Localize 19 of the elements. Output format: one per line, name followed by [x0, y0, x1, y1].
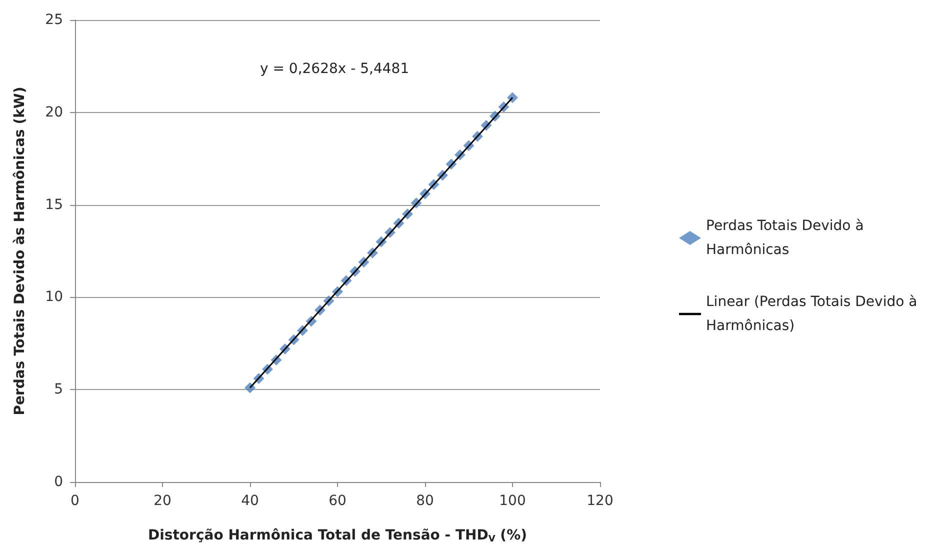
- y-tick-label: 15: [45, 196, 63, 213]
- x-tick-label: 80: [416, 493, 434, 509]
- x-tick-label: 20: [154, 493, 172, 509]
- x-tick-label: 0: [70, 493, 80, 509]
- legend-label: Linear (Perdas Totais Devido à Harmônicas): [706, 294, 922, 334]
- y-tick-label: 20: [45, 104, 63, 120]
- annotation: y = 0,2628x - 5,4481: [260, 61, 410, 77]
- point: [507, 92, 518, 104]
- point: [244, 382, 256, 394]
- y-tick-label: 10: [45, 289, 63, 306]
- y-tick-label: 0: [54, 474, 63, 490]
- x-tick-label: 40: [241, 493, 259, 509]
- x-tick-label: 120: [586, 493, 614, 509]
- x-tick-label: 100: [499, 493, 526, 509]
- y-tick-label: 25: [45, 12, 63, 28]
- y-axis-title: Perdas Totais Devido às Harmônicas (kW): [12, 86, 28, 416]
- x-tick-label: 60: [328, 493, 346, 509]
- legend-label: Perdas Totais Devido à Harmônicas: [706, 218, 868, 258]
- y-tick-label: 5: [54, 382, 63, 398]
